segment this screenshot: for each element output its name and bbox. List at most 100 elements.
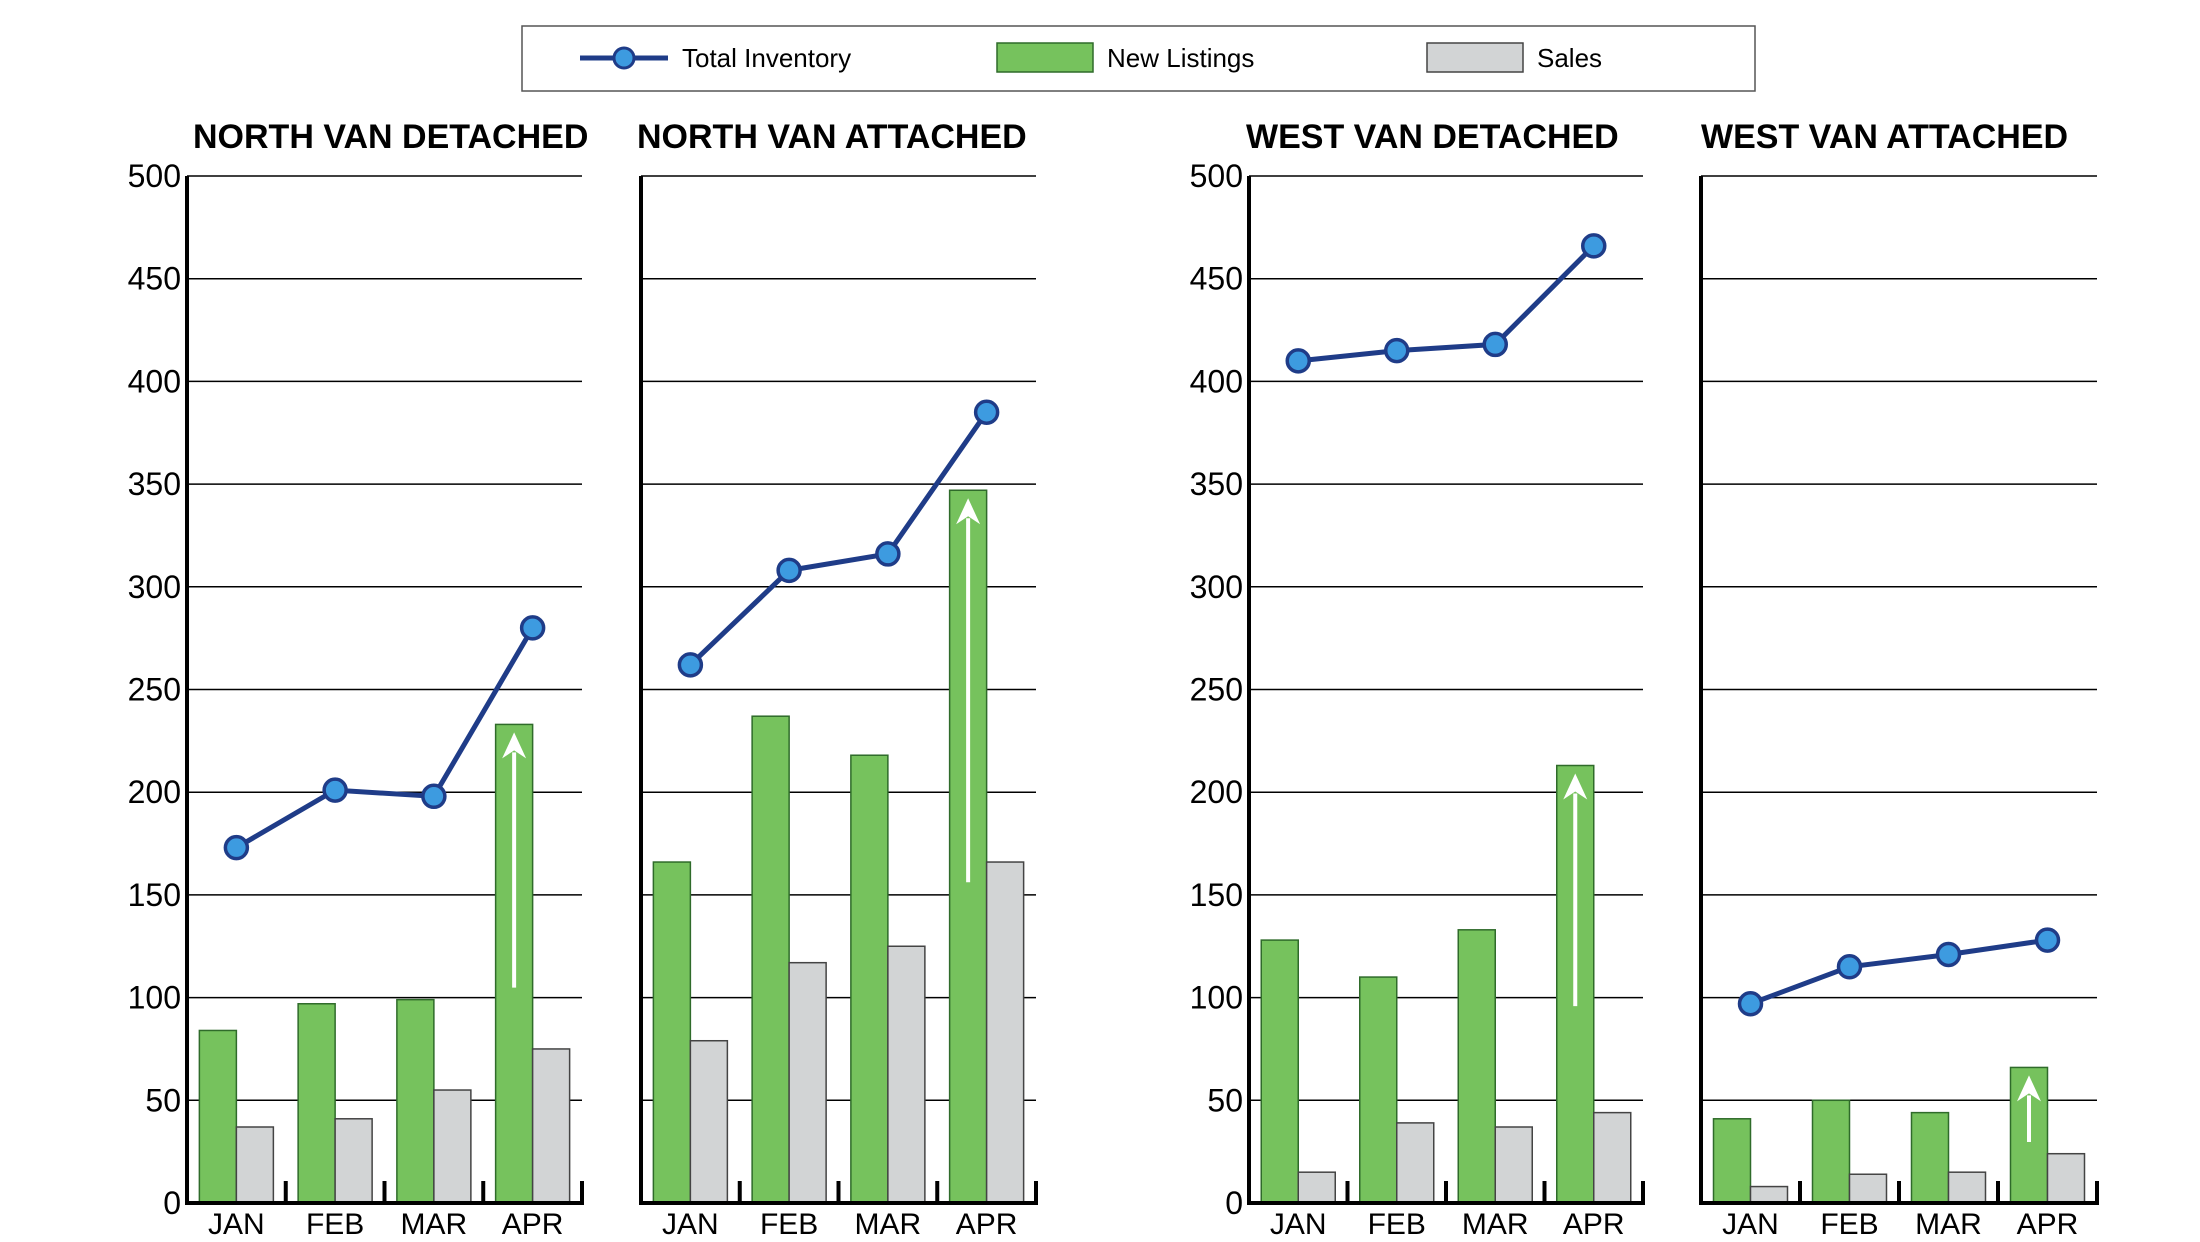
chart-panel-1: NORTH VAN ATTACHED JAN FEB MAR APR: [637, 118, 1038, 1241]
inventory-line: [235, 626, 535, 850]
inventory-point-feb: [1384, 337, 1410, 364]
inventory-line: [688, 410, 989, 667]
chart-panel-3: WEST VAN ATTACHED JAN FEB MAR APR: [1699, 118, 2099, 1241]
x-tick-label: FEB: [1368, 1208, 1426, 1241]
bar-sales-feb: [1396, 1122, 1435, 1204]
inventory-point-jan: [1737, 991, 1764, 1017]
x-tick-label: FEB: [306, 1208, 364, 1241]
y-tick-label: 500: [1190, 158, 1243, 194]
bar-new-listings-jan: [1712, 1118, 1752, 1204]
inventory-point-mar: [1482, 331, 1508, 358]
bar-sales-apr: [1593, 1111, 1632, 1204]
bar-new-listings-feb: [1811, 1099, 1851, 1204]
bar-sales-jan: [1749, 1185, 1789, 1204]
x-tick-label: MAR: [855, 1208, 922, 1241]
x-tick-label: APR: [956, 1208, 1018, 1241]
y-tick-label: 50: [145, 1082, 181, 1118]
inventory-point-mar: [1935, 941, 1962, 968]
bar-sales-jan: [235, 1126, 275, 1204]
bar-sales-mar: [433, 1089, 472, 1204]
y-tick-label: 350: [128, 466, 181, 502]
y-tick-label: 100: [128, 980, 181, 1016]
bar-new-listings-jan: [198, 1029, 238, 1204]
panel-title: NORTH VAN ATTACHED: [637, 118, 1027, 156]
panel-title: WEST VAN ATTACHED: [1701, 118, 2068, 156]
bar-new-listings-feb: [1359, 976, 1398, 1204]
y-tick-label: 100: [1190, 980, 1243, 1016]
y-tick-label: 200: [1190, 774, 1243, 810]
x-tick-label: APR: [1563, 1208, 1625, 1241]
y-tick-label: 50: [1207, 1082, 1243, 1118]
y-tick-label: 200: [128, 774, 181, 810]
x-tick-label: FEB: [760, 1208, 818, 1241]
legend-label-new-listings: New Listings: [1107, 43, 1254, 73]
bar-new-listings-jan: [1260, 939, 1299, 1204]
x-tick-label: MAR: [401, 1208, 468, 1241]
inventory-point-feb: [776, 557, 802, 584]
increase-arrowhead-icon: [2017, 1075, 2041, 1102]
y-tick-label: 150: [1190, 877, 1243, 913]
x-tick-label: FEB: [1820, 1208, 1878, 1241]
legend-inventory-marker-icon: [612, 46, 636, 70]
x-tick-label: JAN: [1270, 1208, 1327, 1241]
bar-sales-mar: [887, 945, 926, 1204]
y-tick-label: 350: [1190, 466, 1243, 502]
bar-sales-apr: [2046, 1152, 2086, 1204]
bar-sales-jan: [689, 1039, 729, 1204]
x-tick-label: JAN: [1722, 1208, 1779, 1241]
bar-new-listings-mar: [850, 754, 889, 1204]
bar-new-listings-feb: [297, 1003, 336, 1204]
y-tick-label: 450: [128, 261, 181, 297]
y-tick-label: 400: [128, 363, 181, 399]
legend-new-listings-swatch: [996, 42, 1094, 73]
y-tick-label: 300: [1190, 569, 1243, 605]
inventory-point-feb: [1836, 954, 1863, 980]
inventory-point-jan: [677, 652, 704, 678]
bar-sales-feb: [334, 1118, 373, 1204]
inventory-point-apr: [1581, 233, 1607, 259]
inventory-point-apr: [973, 399, 1000, 425]
bar-sales-apr: [985, 861, 1025, 1204]
bar-new-listings-feb: [751, 715, 790, 1204]
bar-sales-feb: [788, 961, 827, 1204]
panel-title: WEST VAN DETACHED: [1246, 118, 1619, 156]
inventory-point-apr: [519, 615, 546, 641]
legend: Total Inventory New Listings Sales: [521, 25, 1756, 92]
y-tick-label: 0: [163, 1185, 181, 1221]
bar-new-listings-mar: [1910, 1111, 1950, 1204]
x-tick-label: MAR: [1462, 1208, 1529, 1241]
bar-sales-feb: [1848, 1173, 1888, 1204]
inventory-point-jan: [1285, 348, 1311, 374]
increase-arrowhead-icon: [502, 732, 527, 759]
y-tick-label: 300: [128, 569, 181, 605]
inventory-point-feb: [322, 777, 348, 803]
y-tick-label: 250: [128, 672, 181, 708]
x-tick-label: APR: [502, 1208, 564, 1241]
inventory-point-mar: [875, 541, 901, 567]
x-tick-label: JAN: [208, 1208, 265, 1241]
increase-arrowhead-icon: [1563, 773, 1588, 800]
y-tick-label: 400: [1190, 363, 1243, 399]
increase-arrowhead-icon: [956, 498, 981, 525]
inventory-line: [1297, 244, 1596, 364]
chart-panel-2: WEST VAN DETACHED 0 50 100 150 200 250 300 350 40…: [1190, 118, 1645, 1241]
inventory-line: [1749, 937, 2048, 1007]
inventory-point-apr: [2034, 927, 2061, 953]
legend-sales-swatch: [1426, 42, 1524, 73]
panel-title: NORTH VAN DETACHED: [193, 118, 588, 156]
legend-label-inventory: Total Inventory: [682, 43, 851, 73]
chart-panel-0: NORTH VAN DETACHED 0 50 100 150 200 250 300 350 4…: [128, 118, 589, 1241]
bar-new-listings-mar: [1457, 929, 1496, 1204]
y-tick-label: 150: [128, 877, 181, 913]
legend-box: [521, 25, 1756, 92]
legend-label-sales: Sales: [1537, 43, 1602, 73]
x-tick-label: APR: [2017, 1208, 2079, 1241]
inventory-point-mar: [421, 783, 447, 810]
bar-new-listings-mar: [396, 998, 435, 1204]
y-tick-label: 0: [1225, 1185, 1243, 1221]
y-tick-label: 250: [1190, 672, 1243, 708]
bar-sales-apr: [531, 1048, 571, 1204]
inventory-point-jan: [223, 834, 250, 861]
bar-sales-mar: [1494, 1126, 1533, 1204]
